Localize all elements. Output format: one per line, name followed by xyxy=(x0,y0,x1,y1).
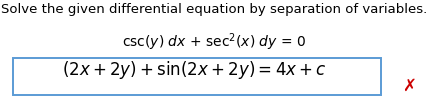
FancyBboxPatch shape xyxy=(13,58,381,95)
Text: $(2x+2y)+\sin(2x+2y)=4x+c$: $(2x+2y)+\sin(2x+2y)=4x+c$ xyxy=(62,59,327,81)
Text: csc($y$) $dx$ + sec$^2$($x$) $dy$ = 0: csc($y$) $dx$ + sec$^2$($x$) $dy$ = 0 xyxy=(122,32,306,53)
Text: ✗: ✗ xyxy=(402,77,416,95)
Text: Solve the given differential equation by separation of variables.: Solve the given differential equation by… xyxy=(1,3,427,16)
